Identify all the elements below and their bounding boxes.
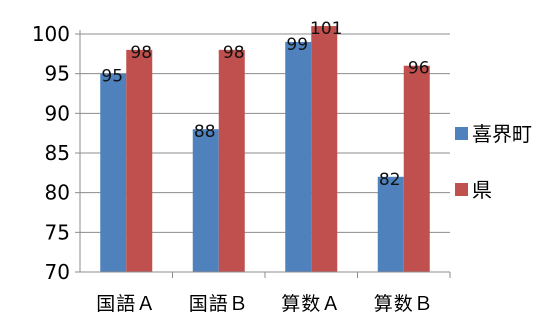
- legend-swatch: [455, 183, 468, 196]
- y-tick-label: 100: [32, 22, 70, 46]
- y-tick-label: 80: [45, 181, 70, 205]
- bar: [126, 49, 153, 272]
- x-tick-label: 国語Ａ: [96, 293, 156, 315]
- y-tick-label: 90: [45, 101, 70, 125]
- bar: [192, 129, 219, 272]
- data-label: 98: [130, 43, 152, 63]
- y-tick-label: 70: [45, 260, 70, 284]
- data-label: 98: [223, 43, 245, 63]
- data-label: 101: [310, 19, 342, 39]
- x-axis: 国語Ａ 国語Ｂ 算数Ａ 算数Ｂ: [80, 271, 451, 315]
- legend-swatch: [455, 127, 468, 140]
- legend-label: 喜界町: [472, 122, 532, 146]
- bar: [285, 41, 312, 272]
- bar: [403, 65, 430, 272]
- data-label: 82: [379, 170, 401, 190]
- y-axis: 70 75 80 85 90 95 100: [32, 22, 81, 284]
- data-label: 99: [286, 35, 308, 55]
- bar: [377, 176, 404, 272]
- bar: [100, 73, 127, 273]
- bar: [311, 26, 338, 272]
- x-tick-label: 国語Ｂ: [189, 293, 249, 315]
- bar: [218, 49, 245, 272]
- x-tick-label: 算数Ｂ: [374, 293, 434, 315]
- data-label: 96: [408, 59, 430, 79]
- y-tick-label: 75: [45, 220, 70, 244]
- legend-label: 県: [472, 178, 492, 202]
- y-tick-label: 85: [45, 141, 70, 165]
- data-label: 88: [194, 122, 216, 142]
- x-tick-label: 算数Ａ: [281, 293, 341, 315]
- y-tick-label: 95: [45, 62, 70, 86]
- bars: [100, 26, 430, 273]
- data-label: 95: [101, 67, 123, 87]
